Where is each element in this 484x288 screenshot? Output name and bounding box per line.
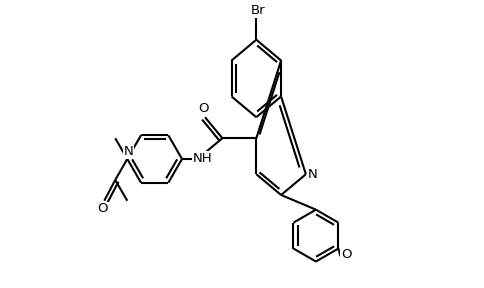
Text: O: O bbox=[97, 202, 108, 215]
Text: NH: NH bbox=[193, 151, 212, 165]
Text: N: N bbox=[307, 168, 318, 181]
Text: Br: Br bbox=[250, 4, 265, 17]
Text: O: O bbox=[198, 102, 209, 115]
Text: O: O bbox=[340, 248, 351, 262]
Text: N: N bbox=[123, 145, 133, 158]
